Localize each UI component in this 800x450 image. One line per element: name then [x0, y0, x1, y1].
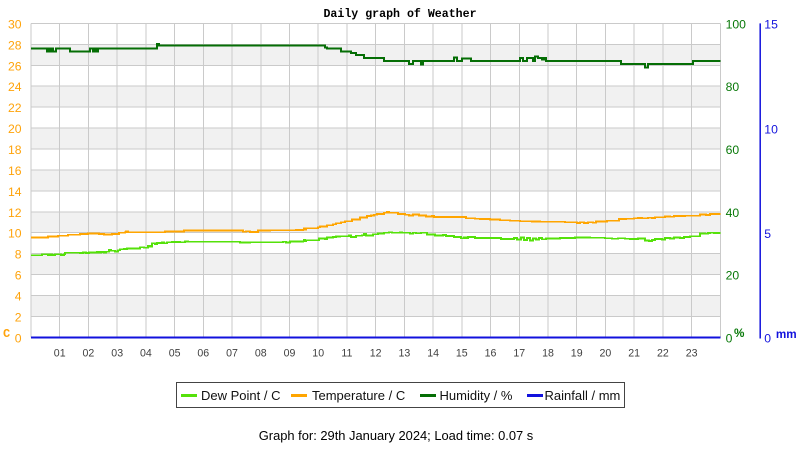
- svg-text:17: 17: [513, 348, 525, 360]
- svg-text:20: 20: [8, 122, 22, 136]
- svg-text:10: 10: [312, 348, 324, 360]
- svg-text:12: 12: [8, 206, 22, 220]
- svg-text:mm: mm: [776, 328, 797, 341]
- svg-text:2: 2: [15, 311, 22, 325]
- svg-text:C: C: [3, 327, 10, 341]
- svg-text:08: 08: [255, 348, 267, 360]
- svg-text:0: 0: [15, 331, 22, 345]
- svg-text:18: 18: [542, 348, 554, 360]
- svg-text:5: 5: [764, 227, 771, 241]
- svg-text:07: 07: [226, 348, 238, 360]
- svg-text:Graph for: 29th January 2024;: Graph for: 29th January 2024; Load time:…: [259, 428, 533, 443]
- svg-text:22: 22: [657, 348, 669, 360]
- svg-text:05: 05: [169, 348, 181, 360]
- svg-text:13: 13: [399, 348, 411, 360]
- svg-text:23: 23: [686, 348, 698, 360]
- svg-text:14: 14: [427, 348, 439, 360]
- svg-text:28: 28: [8, 38, 22, 52]
- svg-text:6: 6: [15, 269, 22, 283]
- svg-text:30: 30: [8, 17, 22, 31]
- svg-text:4: 4: [15, 290, 22, 304]
- svg-text:40: 40: [726, 206, 740, 220]
- svg-text:0: 0: [726, 331, 733, 345]
- svg-text:Temperature / C: Temperature / C: [312, 388, 405, 403]
- svg-text:Daily graph of Weather: Daily graph of Weather: [323, 8, 476, 21]
- svg-text:26: 26: [8, 59, 22, 73]
- svg-text:14: 14: [8, 185, 22, 199]
- svg-text:04: 04: [140, 348, 152, 360]
- svg-text:Rainfall / mm: Rainfall / mm: [545, 388, 621, 403]
- svg-text:60: 60: [726, 143, 740, 157]
- svg-text:8: 8: [15, 248, 22, 262]
- svg-text:%: %: [734, 327, 745, 340]
- svg-text:12: 12: [370, 348, 382, 360]
- svg-text:100: 100: [726, 17, 747, 31]
- svg-text:15: 15: [764, 18, 778, 32]
- svg-text:20: 20: [726, 269, 740, 283]
- svg-text:02: 02: [83, 348, 95, 360]
- svg-text:80: 80: [726, 80, 740, 94]
- svg-text:16: 16: [8, 164, 22, 178]
- svg-text:09: 09: [284, 348, 296, 360]
- svg-text:19: 19: [571, 348, 583, 360]
- svg-text:22: 22: [8, 101, 22, 115]
- svg-text:0: 0: [764, 332, 771, 346]
- svg-text:10: 10: [8, 227, 22, 241]
- svg-text:16: 16: [485, 348, 497, 360]
- svg-text:11: 11: [341, 348, 352, 360]
- svg-text:03: 03: [111, 348, 123, 360]
- svg-text:01: 01: [54, 348, 66, 360]
- svg-text:21: 21: [628, 348, 640, 360]
- svg-text:Humidity / %: Humidity / %: [440, 388, 513, 403]
- svg-text:10: 10: [764, 122, 778, 136]
- svg-text:24: 24: [8, 80, 22, 94]
- svg-text:15: 15: [456, 348, 468, 360]
- svg-text:Dew Point / C: Dew Point / C: [201, 388, 280, 403]
- svg-text:18: 18: [8, 143, 22, 157]
- svg-text:06: 06: [197, 348, 209, 360]
- svg-text:20: 20: [600, 348, 612, 360]
